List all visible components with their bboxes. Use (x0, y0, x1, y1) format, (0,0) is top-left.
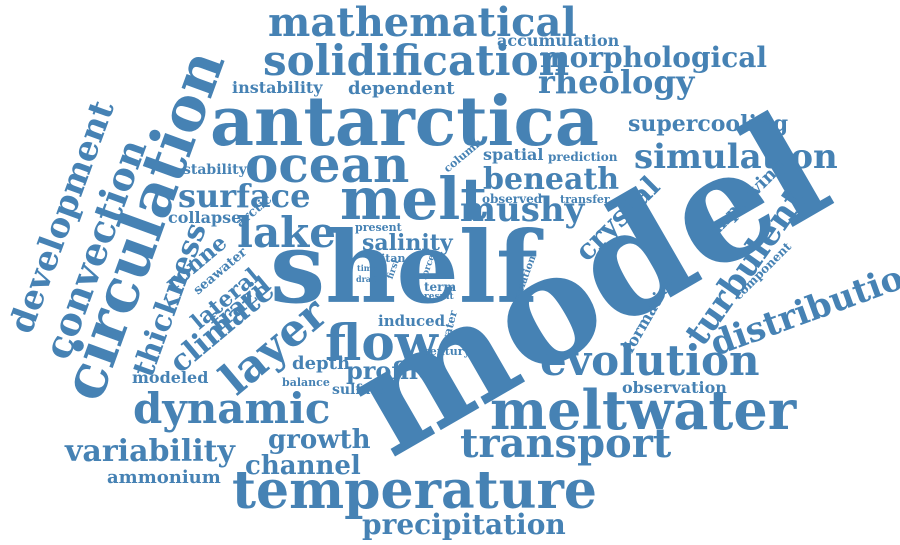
word-stability: stability (183, 162, 247, 178)
word-collapse: collapse (168, 208, 242, 227)
word-modeled: modeled (132, 368, 209, 387)
word-simulation: simulation (634, 137, 838, 177)
word-meltwater: meltwater (490, 378, 797, 442)
word-draft: draft (356, 274, 379, 284)
word-ammonium: ammonium (107, 467, 221, 488)
word-induced: induced (378, 312, 446, 330)
word-term: term (424, 280, 457, 294)
word-ocean: ocean (245, 135, 410, 194)
word-balance: balance (282, 376, 330, 389)
word-salinity: salinity (362, 230, 453, 256)
word-morphological: morphological (540, 41, 768, 74)
word-precipitation: precipitation (362, 508, 566, 541)
word-observation: observation (622, 378, 727, 397)
word-supercooling: supercooling (628, 111, 789, 137)
word-flow: flow (325, 313, 438, 372)
word-temperature: temperature (232, 460, 597, 521)
word-titan: titan (376, 252, 406, 265)
word-surface: surface (178, 177, 311, 215)
word-accumulation: accumulation (497, 31, 620, 50)
word-dependent: dependent (348, 78, 455, 99)
word-evolution: evolution (540, 336, 760, 385)
word-result: result (424, 292, 454, 302)
word-sulfate: sulfate (332, 382, 386, 398)
word-observed: observed (482, 192, 543, 206)
word-mushy: mushy (460, 190, 585, 230)
word-shelf: shelf (270, 211, 539, 326)
word-present: present (355, 221, 402, 234)
word-channel: channel (245, 451, 361, 481)
word-spatial: spatial (483, 145, 544, 164)
word-instability: instability (232, 78, 323, 97)
word-beneath: beneath (483, 162, 620, 197)
word-lake: lake (237, 208, 336, 257)
word-dynamic: dynamic (133, 384, 331, 433)
word-melt: melt (340, 165, 488, 233)
word-rheology: rheology (538, 63, 695, 101)
word-profile: profile (346, 356, 434, 385)
word-growth: growth (268, 425, 371, 455)
word-transfer: transfer (560, 193, 610, 206)
word-solidification: solidification (263, 36, 570, 85)
word-mathematical: mathematical (268, 0, 577, 46)
word-time: time (357, 263, 378, 273)
word-prediction: prediction (548, 150, 618, 164)
word-variability: variability (65, 434, 235, 469)
word-antarctica: antarctica (210, 82, 599, 162)
word-century: century (423, 345, 470, 358)
word-transport: transport (460, 420, 672, 467)
word-depth: depth (292, 353, 351, 374)
